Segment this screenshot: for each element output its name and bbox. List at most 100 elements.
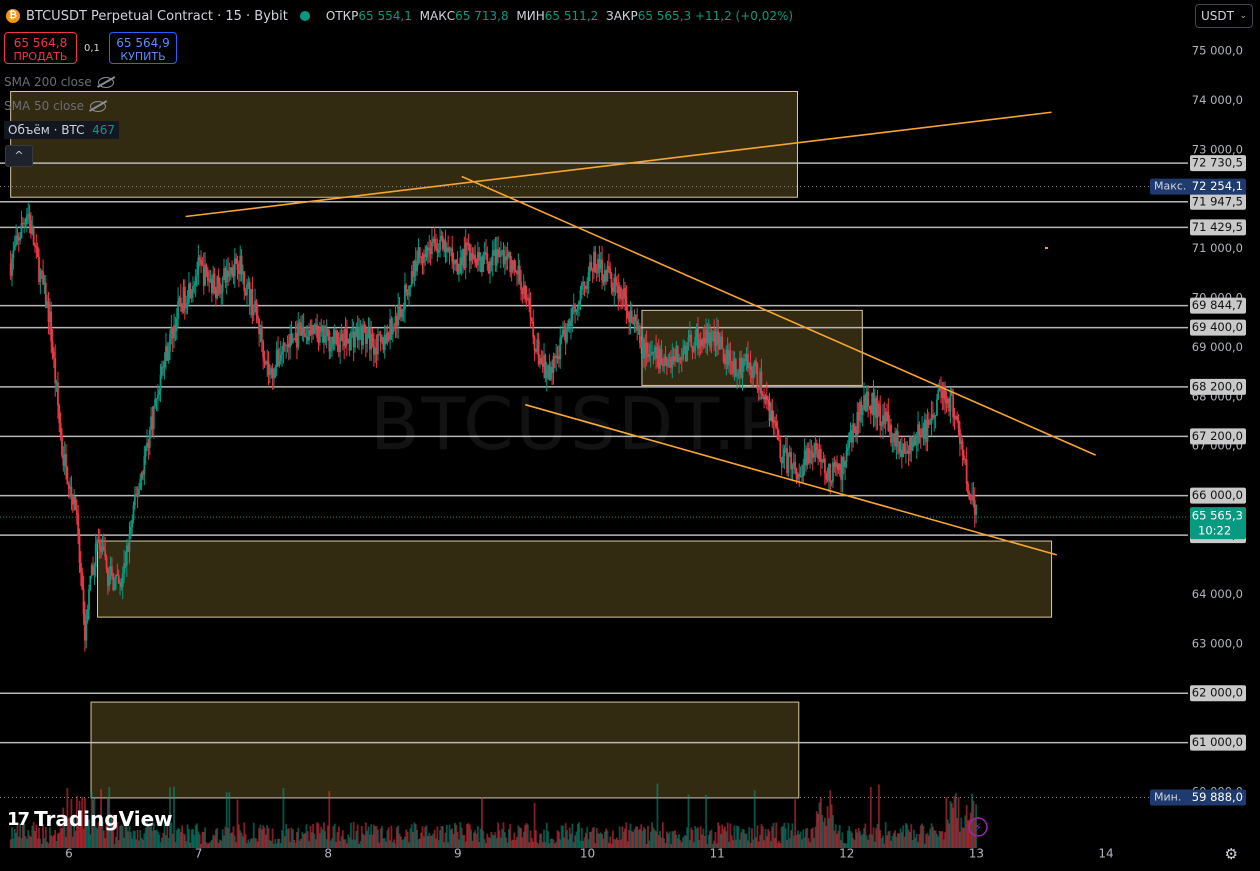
gear-icon[interactable]: ⚙: [1224, 845, 1238, 863]
candle-body: [787, 456, 790, 473]
candle-body: [590, 262, 593, 271]
volume-bar: [838, 824, 841, 848]
candle-body: [706, 329, 709, 343]
candle-body: [568, 320, 571, 326]
candle-body: [209, 278, 212, 282]
volume-bar: [197, 831, 200, 848]
candle-body: [335, 330, 337, 333]
volume-bar: [12, 838, 15, 848]
volume-bar: [102, 830, 105, 848]
volume-bar: [98, 821, 101, 848]
candle-body: [293, 339, 296, 341]
volume-bar: [471, 840, 474, 848]
candle-body: [113, 578, 116, 591]
volume-bar: [115, 836, 117, 848]
volume-bar: [165, 835, 167, 848]
volume-bar: [564, 823, 567, 848]
currency-select[interactable]: USDT ⌄: [1195, 4, 1253, 28]
level-label-bg: [1190, 297, 1246, 314]
candle-body: [695, 327, 698, 338]
candle-body: [672, 356, 675, 361]
candle-body: [810, 450, 813, 453]
candle-body: [594, 251, 597, 272]
volume-bar: [70, 798, 73, 848]
candle-body: [644, 342, 647, 359]
candle-body: [560, 336, 563, 339]
volume-bar: [256, 841, 259, 848]
volume-bar: [950, 802, 953, 848]
volume-bar: [119, 826, 121, 848]
candle-body: [140, 472, 143, 479]
volume-bar: [121, 825, 124, 848]
volume-bar: [101, 821, 104, 848]
candle-body: [46, 301, 49, 308]
candle-body: [543, 355, 545, 368]
candle-body: [703, 337, 706, 344]
volume-bar: [246, 843, 248, 848]
symbol-header: ₿ BTCUSDT Perpetual Contract · 15 · Bybi…: [6, 7, 793, 25]
candle-body: [66, 466, 69, 485]
volume-bar: [424, 826, 427, 848]
candle-body: [539, 358, 541, 365]
candle-body: [73, 496, 76, 505]
volume-bar: [47, 843, 50, 848]
volume-bar: [254, 838, 256, 848]
sell-button[interactable]: 65 564,8 ПРОДАТЬ: [4, 32, 77, 64]
candle-body: [98, 539, 101, 550]
volume-bar: [120, 824, 123, 848]
candle-body: [896, 431, 899, 442]
candle-body: [478, 252, 481, 261]
volume-bar: [331, 838, 333, 848]
volume-bar: [192, 829, 194, 848]
candle-body: [133, 494, 136, 506]
candle-body: [84, 614, 86, 641]
candle-body: [834, 462, 837, 468]
candle-body: [722, 348, 725, 362]
candle-body: [521, 290, 524, 294]
volume-bar: [503, 832, 506, 848]
candle-body: [775, 422, 778, 428]
indicator-sma200[interactable]: SMA 200 close: [4, 73, 114, 91]
volume-bar: [545, 822, 548, 848]
candle-body: [277, 349, 279, 366]
candle-body: [815, 442, 818, 450]
buy-button[interactable]: 65 564,9 КУПИТЬ: [109, 32, 177, 64]
trendline: [461, 175, 1096, 456]
volume-bar: [753, 790, 756, 848]
volume-bar: [19, 823, 22, 848]
volume-bar: [899, 828, 902, 848]
volume-bar: [705, 794, 707, 848]
candle-body: [116, 574, 119, 576]
candle-body: [765, 395, 768, 400]
candle-body: [869, 406, 872, 414]
volume-bar: [553, 843, 556, 848]
candle-body: [961, 440, 964, 456]
volume-bar: [765, 836, 768, 848]
candle-body: [470, 253, 473, 261]
symbol-title[interactable]: BTCUSDT Perpetual Contract · 15 · Bybit: [26, 8, 288, 24]
volume-bar: [435, 838, 437, 848]
volume-bar: [863, 827, 865, 848]
volume-bar: [748, 827, 751, 848]
candle-body: [720, 336, 722, 349]
volume-bar: [116, 822, 119, 848]
indicator-sma50[interactable]: SMA 50 close: [4, 97, 106, 115]
candle-body: [456, 263, 459, 275]
collapse-icon[interactable]: ^: [5, 145, 33, 167]
eye-hidden-icon[interactable]: [97, 76, 114, 88]
eye-hidden-icon[interactable]: [90, 100, 106, 112]
candle-body: [913, 435, 915, 441]
candle-body: [63, 454, 66, 466]
indicator-volume[interactable]: Объём · BTC 467: [4, 121, 119, 139]
candle-body: [36, 246, 39, 257]
volume-bar: [494, 832, 497, 848]
candle-body: [524, 285, 527, 300]
candle-body: [655, 347, 657, 359]
volume-bar: [556, 830, 559, 848]
tradingview-logo[interactable]: 17 TradingView: [7, 807, 173, 831]
volume-bar: [408, 842, 410, 848]
volume-bar: [146, 822, 148, 848]
candle-body: [653, 347, 656, 353]
candle-body: [586, 281, 589, 289]
